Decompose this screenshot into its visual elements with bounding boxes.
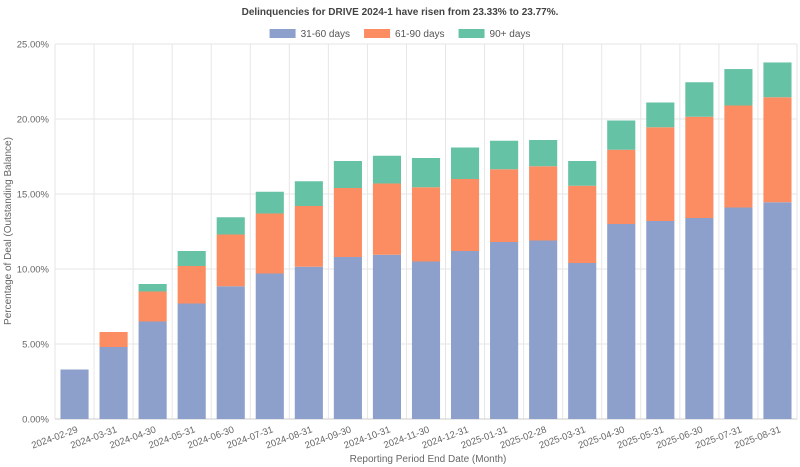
bar-segment-61-90-days (490, 169, 519, 242)
legend-swatch (269, 29, 296, 38)
bar-segment-61-90-days (568, 185, 597, 263)
y-axis-label: Percentage of Deal (Outstanding Balance) (3, 137, 14, 325)
bar-segment-61-90-days (607, 149, 636, 224)
bar-segment-61-90-days (99, 332, 128, 347)
y-tick-label: 15.00% (17, 190, 50, 201)
bar-segment-90-days (138, 284, 167, 292)
bar-segment-31-60-days (607, 224, 636, 419)
bar-segment-61-90-days (138, 291, 167, 322)
bar-segment-90-days (724, 69, 753, 106)
bar-segment-61-90-days (255, 213, 284, 274)
legend-item: 90+ days (458, 29, 531, 40)
legend-swatch (458, 29, 485, 38)
x-axis-ticks: 2024-02-292024-03-312024-04-302024-05-31… (30, 424, 782, 451)
bar-segment-31-60-days (372, 254, 402, 419)
bar-segment-31-60-days (568, 263, 597, 419)
bar-segment-61-90-days (177, 266, 206, 304)
legend-swatch (364, 29, 391, 38)
bar-segment-61-90-days (724, 105, 753, 208)
bar-segment-61-90-days (333, 188, 362, 257)
bar-segment-90-days (568, 161, 597, 186)
legend-label: 61-90 days (395, 29, 444, 40)
y-tick-label: 25.00% (17, 40, 50, 51)
bar-segment-31-60-days (333, 257, 362, 419)
bar-segment-61-90-days (294, 206, 323, 267)
legend-item: 61-90 days (364, 29, 445, 40)
y-axis-ticks: 0.00% 5.00% 10.00% 15.00% 20.00% 25.00% (17, 40, 50, 426)
bar-segment-31-60-days (294, 266, 323, 419)
bar-segment-90-days (607, 120, 636, 150)
bar-segment-31-60-days (411, 261, 441, 419)
bar-segment-61-90-days (411, 187, 441, 262)
bar-segment-90-days (529, 140, 558, 167)
bar-segment-90-days (294, 181, 323, 206)
bar-segment-61-90-days (450, 179, 480, 251)
bar-segment-90-days (685, 82, 714, 117)
chart-legend: 31-60 days 61-90 days 90+ days (269, 29, 531, 40)
bar-segment-61-90-days (763, 97, 792, 203)
bar-segment-61-90-days (216, 234, 245, 287)
y-tick-label: 20.00% (17, 115, 50, 126)
bar-segment-90-days (177, 251, 206, 266)
bar-segment-61-90-days (685, 116, 714, 218)
bar-segment-90-days (333, 161, 362, 188)
bar-segment-31-60-days (255, 273, 284, 419)
bar-segment-31-60-days (490, 242, 519, 419)
bar-segment-31-60-days (763, 202, 792, 419)
bar-segment-31-60-days (450, 251, 480, 419)
grid-lines (54, 43, 798, 420)
bar-segment-31-60-days (529, 240, 558, 419)
bar-segment-61-90-days (529, 166, 558, 241)
x-axis-label: Reporting Period End Date (Month) (350, 454, 507, 465)
y-tick-label: 10.00% (17, 265, 50, 276)
bar-segment-90-days (646, 102, 675, 128)
bar-segment-90-days (216, 217, 245, 235)
bar-segment-61-90-days (372, 183, 402, 255)
bar-segment-31-60-days (138, 321, 167, 419)
bar-segment-90-days (490, 140, 519, 170)
bar-segment-31-60-days (177, 303, 206, 419)
bar-segment-31-60-days (685, 218, 714, 419)
chart-title: Delinquencies for DRIVE 2024-1 have rise… (242, 7, 559, 18)
bar-segment-31-60-days (99, 347, 128, 419)
bar-segment-31-60-days (60, 369, 89, 419)
legend-label: 90+ days (490, 29, 531, 40)
bar-segment-61-90-days (646, 127, 675, 221)
y-tick-label: 0.00% (22, 415, 49, 426)
legend-label: 31-60 days (301, 29, 350, 40)
bar-segment-90-days (372, 155, 402, 184)
legend-item: 31-60 days (269, 29, 350, 40)
y-tick-label: 5.00% (22, 340, 49, 351)
bar-segment-90-days (450, 147, 480, 179)
bar-segment-31-60-days (646, 221, 675, 419)
bar-segment-31-60-days (216, 286, 245, 419)
bar-segment-90-days (255, 191, 284, 214)
bars (60, 62, 792, 419)
bar-segment-90-days (763, 62, 792, 98)
bar-segment-31-60-days (724, 207, 753, 419)
bar-segment-90-days (411, 158, 441, 188)
